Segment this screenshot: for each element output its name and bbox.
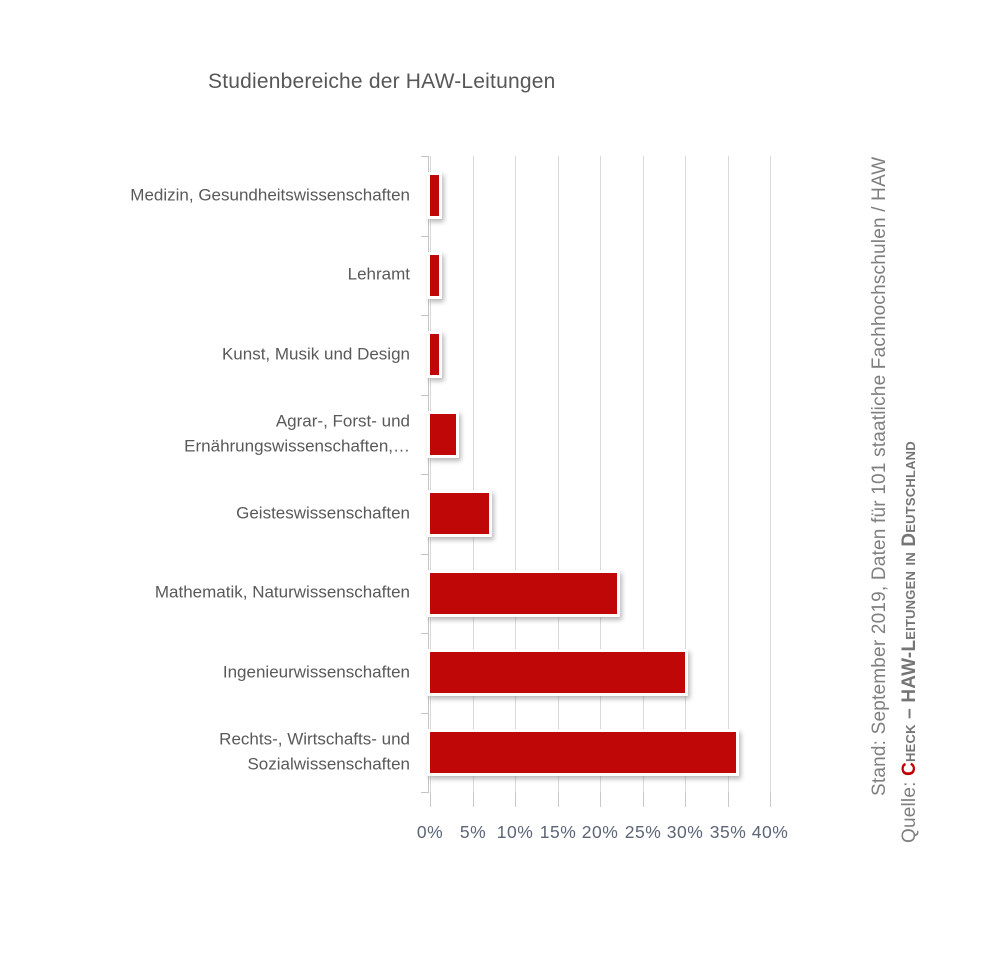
x-axis-tick <box>643 792 644 807</box>
gridline <box>728 156 729 792</box>
y-axis-tick <box>421 236 429 237</box>
y-axis-tick <box>421 395 429 396</box>
x-tick-label: 20% <box>581 822 619 842</box>
x-tick-label: 10% <box>496 822 534 842</box>
y-axis-tick <box>421 156 429 157</box>
gridline <box>600 156 601 792</box>
source-initial-letter: C <box>899 761 920 776</box>
source-name-rest: heck – HAW-Leitungen in Deutschland <box>899 441 920 762</box>
category-label: Geisteswissenschaften <box>60 502 410 527</box>
x-tick-label: 0% <box>416 822 444 842</box>
x-axis-tick <box>770 792 771 807</box>
gridline <box>685 156 686 792</box>
category-label: Rechts-, Wirtschafts- und Sozialwissensch… <box>60 727 410 776</box>
x-axis-tick <box>515 792 516 807</box>
category-label: Kunst, Musik und Design <box>60 343 410 368</box>
bar <box>427 252 442 299</box>
source-note: Quelle: Check – HAW-Leitungen in Deutsch… <box>899 441 921 843</box>
category-label: Lehramt <box>60 263 410 288</box>
x-axis-tick <box>728 792 729 807</box>
x-axis-tick <box>558 792 559 807</box>
category-label-line: Medizin, Gesundheitswissenschaften <box>130 185 410 205</box>
category-label-line: Ernährungswissenschaften,… <box>184 436 410 455</box>
x-axis-tick <box>430 792 431 807</box>
category-label-line: Ingenieurwissenschaften <box>222 662 410 682</box>
category-label: Medizin, Gesundheitswissenschaften <box>60 184 410 209</box>
bar <box>427 570 620 617</box>
gridline <box>473 156 474 792</box>
y-axis-tick <box>421 554 429 555</box>
x-tick-label: 25% <box>624 822 662 842</box>
gridline <box>558 156 559 792</box>
category-label: Mathematik, Naturwissenschaften <box>60 581 410 606</box>
y-axis-tick <box>421 474 429 475</box>
bar <box>427 172 442 219</box>
y-axis-tick <box>421 713 429 714</box>
gridline <box>643 156 644 792</box>
category-label-line: Agrar-, Forst- und <box>275 411 410 431</box>
bar <box>427 729 739 776</box>
gridline <box>430 156 431 792</box>
stand-note: Stand: September 2019, Daten für 101 sta… <box>869 156 890 796</box>
category-label: Ingenieurwissenschaften <box>60 661 410 686</box>
x-tick-label: 35% <box>709 822 747 842</box>
x-axis-tick <box>473 792 474 807</box>
plot-area <box>421 156 771 807</box>
gridline <box>515 156 516 792</box>
x-axis-tick <box>600 792 601 807</box>
x-tick-label: 30% <box>666 822 704 842</box>
category-label-line: Geisteswissenschaften <box>236 503 410 523</box>
x-axis-tick <box>685 792 686 807</box>
bar <box>427 649 688 696</box>
category-label-line: Lehramt <box>347 264 410 284</box>
y-axis-tick <box>421 633 429 634</box>
bar <box>427 331 442 378</box>
chart-title: Studienbereiche der HAW-Leitungen <box>208 70 556 93</box>
category-label-line: Sozialwissenschaften <box>247 754 410 773</box>
category-label-line: Rechts-, Wirtschafts- und <box>219 729 410 749</box>
category-label-line: Kunst, Musik und Design <box>221 344 410 364</box>
gridline <box>770 156 771 792</box>
bar <box>427 411 459 458</box>
bar <box>427 490 492 537</box>
category-label-line: Mathematik, Naturwissenschaften <box>154 582 410 602</box>
category-label: Agrar-, Forst- und Ernährungswissenschaft… <box>60 409 410 458</box>
y-axis-tick <box>421 315 429 316</box>
source-prefix: Quelle: <box>899 775 920 843</box>
x-tick-label: 40% <box>751 822 789 842</box>
x-tick-label: 15% <box>539 822 577 842</box>
y-axis-tick <box>421 792 429 793</box>
x-tick-label: 5% <box>459 822 487 842</box>
source-name: Check – HAW-Leitungen in Deutschland <box>899 441 920 776</box>
